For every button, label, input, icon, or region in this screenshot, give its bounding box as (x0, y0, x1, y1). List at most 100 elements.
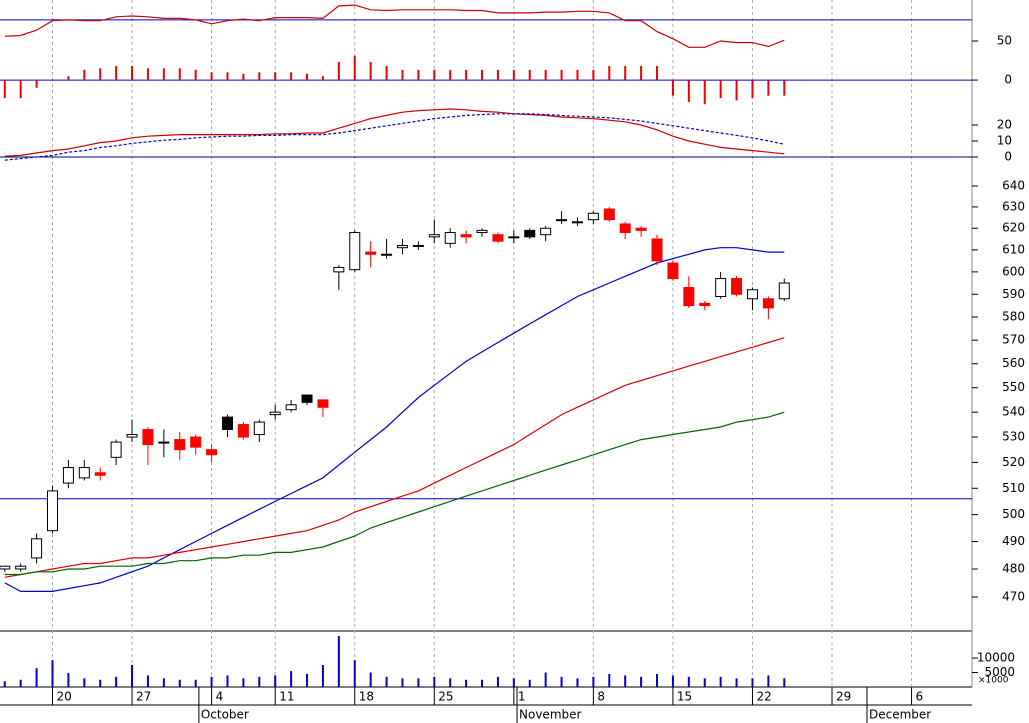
volume-bar (353, 660, 356, 687)
histogram-bar (576, 69, 579, 81)
y-tick-label: 490 (1002, 534, 1025, 548)
candle-body (381, 253, 393, 256)
volume-bar (194, 679, 197, 687)
histogram-bar (671, 80, 674, 96)
x-tick-label: 4 (216, 690, 224, 704)
candle-body (571, 221, 583, 224)
volume-bar (131, 665, 134, 687)
histogram-bar (290, 72, 293, 81)
histogram-bar (353, 55, 356, 81)
candle-body (731, 278, 743, 295)
histogram-bar (401, 69, 404, 81)
candle-body (126, 434, 138, 438)
histogram-bar (544, 69, 547, 81)
volume-bar (274, 675, 277, 687)
candle-body (508, 236, 520, 239)
candle-body (635, 227, 647, 231)
candle-body (15, 565, 27, 570)
volume-bar (719, 676, 722, 687)
volume-bar (560, 676, 563, 687)
y-tick-label: 570 (1002, 333, 1025, 347)
volume-bar (703, 678, 706, 687)
volume-bar (449, 678, 452, 687)
y-tick-label: 500 (1002, 507, 1025, 521)
candle-body (333, 266, 345, 273)
volume-bar (687, 676, 690, 687)
histogram-bar (449, 69, 452, 81)
month-label: November (519, 708, 581, 722)
candle-body (349, 232, 361, 271)
y-tick-label: 620 (1002, 221, 1025, 235)
y-tick-label: 520 (1002, 455, 1025, 469)
volume-bar (337, 636, 340, 687)
x-tick-label: 6 (916, 690, 924, 704)
y-tick-label: 10 (997, 134, 1012, 148)
histogram-bar (337, 62, 340, 81)
candle-body (31, 538, 43, 559)
month-label: October (201, 708, 249, 722)
volume-bar (512, 678, 515, 687)
volume-bar (433, 676, 436, 687)
x-tick-label: 15 (677, 690, 692, 704)
candle-body (365, 251, 377, 255)
candle-body (0, 565, 11, 570)
candle-body (476, 229, 488, 234)
candle-body (587, 212, 599, 221)
volume-bar (290, 671, 293, 687)
indicator-line (4, 108, 785, 157)
volume-bar (496, 676, 499, 687)
histogram-bar (146, 68, 149, 81)
histogram-bar (608, 66, 611, 81)
histogram-bar (83, 69, 86, 81)
volume-bar (226, 675, 229, 687)
histogram-bar (735, 80, 738, 101)
indicator-line (4, 337, 785, 578)
volume-bar (83, 678, 86, 687)
volume-bar (146, 675, 149, 687)
histogram-bar (385, 66, 388, 81)
histogram-bar (258, 72, 261, 81)
histogram-bar (783, 80, 786, 96)
histogram-bar (35, 80, 38, 88)
candle-body (778, 282, 790, 300)
volume-bar (385, 676, 388, 687)
y-tick-label: 530 (1002, 430, 1025, 444)
indicator-line (4, 113, 785, 161)
x-tick-label: 29 (836, 690, 851, 704)
candle-body (142, 429, 154, 446)
y-tick-label: 610 (1002, 242, 1025, 256)
x-tick-label: 1 (518, 690, 526, 704)
y-tick-label: 10000 (977, 651, 1015, 665)
candle-body (444, 232, 456, 244)
volume-bar (767, 675, 770, 687)
candle-body (253, 421, 265, 436)
candle-body (715, 278, 727, 298)
x-tick-label: 22 (756, 690, 771, 704)
volume-bar (258, 676, 261, 687)
y-tick-label: 580 (1002, 310, 1025, 324)
histogram-bar (719, 80, 722, 99)
candle-body (174, 439, 186, 451)
histogram-bar (528, 69, 531, 81)
candle-body (285, 404, 297, 411)
indicator-line (4, 4, 785, 48)
candle-body (762, 298, 774, 309)
volume-bar (369, 672, 372, 687)
y-tick-label: 480 (1002, 561, 1025, 575)
volume-bar (115, 676, 118, 687)
candle-body (396, 245, 408, 249)
candle-body (746, 289, 758, 300)
histogram-bar (242, 73, 245, 81)
y-tick-label: 5000 (984, 665, 1015, 679)
y-tick-label: 550 (1002, 380, 1025, 394)
histogram-bar (19, 80, 22, 99)
volume-bar (321, 665, 324, 687)
indicator-line (4, 411, 785, 576)
histogram-bar (99, 68, 102, 81)
volume-bar (417, 678, 420, 687)
volume-bar (528, 679, 531, 687)
volume-bar (35, 668, 38, 687)
histogram-bar (687, 80, 690, 102)
histogram-bar (226, 72, 229, 81)
